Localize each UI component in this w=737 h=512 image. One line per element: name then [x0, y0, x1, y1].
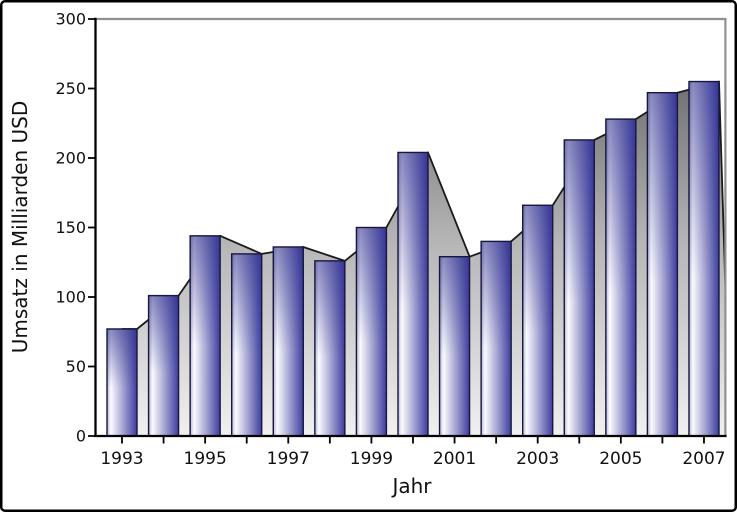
bar-shade-2004 [563, 139, 595, 437]
y-tick-label-150: 150 [55, 218, 86, 237]
y-tick-label-300: 300 [55, 10, 86, 29]
bar-shade-1995 [189, 235, 221, 437]
bar-shade-2005 [605, 118, 637, 437]
x-tick-label-2001: 2001 [433, 449, 476, 469]
x-tick-label-1999: 1999 [350, 449, 393, 469]
y-axis-title: Umsatz in Milliarden USD [8, 100, 32, 354]
bar-shade-2003 [522, 204, 554, 437]
bar-shade-1999 [355, 226, 388, 437]
y-tick-label-200: 200 [55, 149, 86, 168]
bar-shade-1993 [106, 328, 138, 437]
x-tick-label-1995: 1995 [184, 449, 227, 469]
y-tick-label-0: 0 [76, 427, 86, 446]
x-tick-label-2005: 2005 [599, 449, 642, 469]
bar-shade-2007 [688, 80, 720, 437]
x-tick-label-2003: 2003 [516, 449, 559, 469]
x-tick-label-2007: 2007 [682, 449, 725, 469]
bar-shade-1994 [147, 294, 180, 437]
x-axis-title: Jahr [392, 474, 432, 498]
x-tick-label-1997: 1997 [267, 449, 310, 469]
y-tick-label-250: 250 [55, 79, 86, 98]
bar-shade-2000 [397, 151, 429, 437]
bar-shade-1998 [314, 260, 346, 437]
y-tick-label-50: 50 [66, 357, 86, 376]
bar-shade-1996 [231, 253, 263, 437]
bar-shade-2006 [646, 91, 679, 437]
x-tick-label-1993: 1993 [100, 449, 143, 469]
bar-shade-1997 [272, 246, 304, 437]
bar-shade-2001 [438, 255, 471, 437]
bar-shade-2002 [480, 240, 512, 437]
y-tick-label-100: 100 [55, 288, 86, 307]
